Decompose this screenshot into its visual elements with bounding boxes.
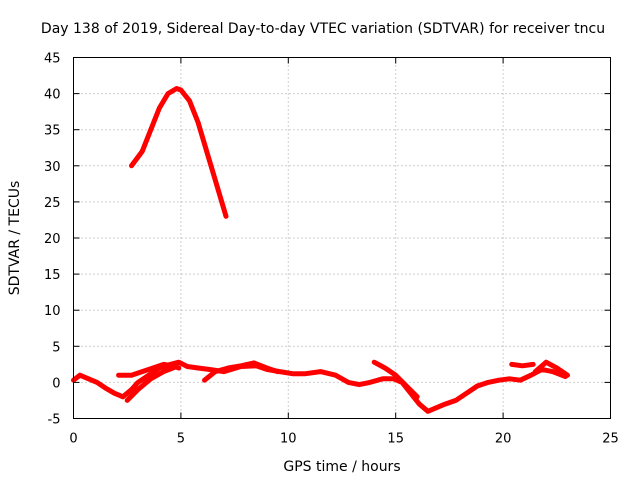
y-axis-label: SDTVAR / TECUs (7, 181, 23, 296)
y-tick-label: 20 (44, 232, 61, 247)
y-tick-label: 15 (44, 268, 61, 283)
series-line-8 (532, 359, 570, 378)
series-line-6 (371, 359, 420, 400)
y-tick-label: 5 (52, 340, 60, 355)
x-tick-label: 0 (69, 432, 77, 447)
y-tick-label: 10 (44, 304, 61, 319)
y-tick-label: 25 (44, 196, 61, 211)
y-tick-labels: -5 0 5 10 15 20 25 30 35 40 45 (44, 52, 61, 428)
y-tick-label: 30 (44, 160, 61, 175)
x-tick-label: 5 (177, 432, 185, 447)
chart-title: Day 138 of 2019, Sidereal Day-to-day VTE… (41, 21, 605, 37)
series-line-4 (124, 364, 180, 403)
y-tick-label: 45 (44, 52, 61, 67)
x-tick-labels: 0 5 10 15 20 25 (69, 432, 618, 447)
y-tick-label: 35 (44, 124, 61, 139)
grid-lines (73, 57, 611, 419)
y-tick-label: 0 (52, 376, 60, 391)
x-tick-label: 25 (602, 432, 619, 447)
data-series (71, 86, 570, 414)
x-tick-label: 20 (495, 432, 512, 447)
series-line-2 (71, 359, 568, 414)
x-tick-label: 15 (387, 432, 404, 447)
x-axis-label: GPS time / hours (283, 459, 400, 475)
series-line-5 (202, 360, 281, 383)
series-line-7 (509, 361, 536, 369)
y-tick-label: -5 (48, 413, 61, 428)
tick-marks (73, 57, 611, 419)
series-line-1 (129, 86, 229, 219)
x-tick-label: 10 (280, 432, 297, 447)
y-tick-label: 40 (44, 88, 61, 103)
